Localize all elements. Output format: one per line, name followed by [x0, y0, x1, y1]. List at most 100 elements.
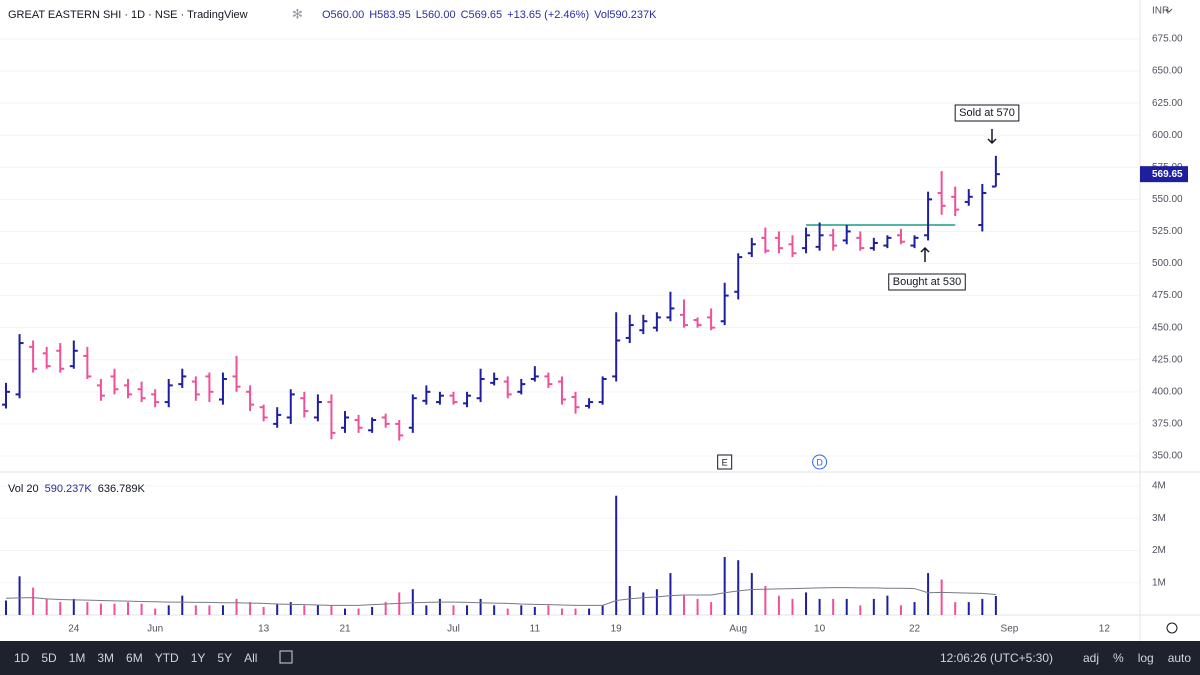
volume-bar	[208, 605, 211, 615]
ohlc-legend: +13.65 (+2.46%)	[507, 9, 589, 21]
volume-bar	[615, 495, 618, 615]
range-button[interactable]: All	[244, 651, 257, 665]
volume-bar	[316, 605, 319, 615]
y-tick-label: 600.00	[1152, 130, 1183, 141]
volume-bar	[601, 605, 604, 615]
x-tick-label: Aug	[729, 624, 747, 635]
volume-bar	[99, 603, 102, 615]
volume-bar	[452, 605, 455, 615]
volume-bar	[818, 598, 821, 615]
volume-legend: 636.789K	[98, 483, 146, 495]
volume-bar	[411, 589, 414, 615]
y-tick-label: 350.00	[1152, 451, 1183, 462]
date-range-icon[interactable]	[279, 650, 293, 664]
x-tick-label: 12	[1099, 624, 1111, 635]
x-tick-label: Jun	[147, 624, 163, 635]
volume-bar	[886, 595, 889, 615]
annotation-arrow	[920, 246, 930, 262]
x-tick-label: 11	[530, 624, 541, 635]
y-tick-label: 425.00	[1152, 354, 1183, 365]
range-button[interactable]: YTD	[155, 651, 179, 665]
volume-legend: Vol 20	[8, 483, 39, 495]
volume-bar	[872, 598, 875, 615]
volume-bar	[737, 560, 740, 615]
x-tick-label: 21	[339, 624, 351, 635]
ohlc-legend: Vol590.237K	[594, 9, 657, 21]
volume-bar	[127, 602, 130, 615]
volume-bar	[249, 602, 252, 615]
volume-bar	[642, 592, 645, 615]
volume-bar	[72, 598, 75, 615]
volume-bar	[628, 585, 631, 615]
y-tick-label: 450.00	[1152, 322, 1183, 333]
ohlc-legend: L560.00	[416, 9, 456, 21]
currency-caret	[1165, 8, 1173, 13]
volume-bar	[18, 576, 21, 615]
volume-bar	[154, 608, 157, 615]
volume-bar	[235, 598, 238, 615]
volume-bar	[669, 573, 672, 615]
y2-tick-label: 4M	[1152, 481, 1166, 492]
volume-bar	[750, 573, 753, 615]
volume-bar	[181, 595, 184, 615]
event-label[interactable]: E	[722, 457, 728, 467]
volume-bar	[859, 605, 862, 615]
settings-star: ✻	[292, 6, 303, 21]
volume-bar	[384, 602, 387, 615]
scale-option[interactable]: auto	[1168, 651, 1192, 665]
last-price-label: 569.65	[1152, 169, 1183, 180]
volume-bar	[86, 602, 89, 615]
volume-bar	[344, 608, 346, 615]
range-button[interactable]: 5D	[41, 651, 57, 665]
y-tick-label: 625.00	[1152, 98, 1183, 109]
scale-option[interactable]: adj	[1083, 651, 1099, 665]
volume-bar	[764, 585, 767, 615]
range-button[interactable]: 3M	[97, 651, 114, 665]
volume-bar	[533, 606, 536, 615]
settings-icon[interactable]	[1166, 622, 1178, 634]
volume-bar	[194, 605, 197, 615]
volume-bar	[289, 602, 292, 615]
volume-bar	[262, 606, 265, 615]
scale-option[interactable]: %	[1113, 651, 1124, 665]
x-tick-label: 19	[611, 624, 623, 635]
volume-bar	[832, 598, 835, 615]
volume-bar	[588, 608, 591, 615]
volume-bar	[438, 598, 441, 615]
volume-bar	[723, 556, 726, 615]
volume-ma-line	[5, 587, 996, 606]
volume-bar	[899, 605, 902, 615]
volume-bar	[967, 602, 970, 615]
clock: 12:06:26 (UTC+5:30)	[940, 651, 1053, 665]
y-tick-label: 675.00	[1152, 34, 1183, 45]
event-label[interactable]: D	[816, 457, 823, 467]
range-button[interactable]: 6M	[126, 651, 143, 665]
annotation-text: Bought at 530	[893, 276, 962, 288]
volume-bar	[113, 603, 116, 615]
scale-option[interactable]: log	[1138, 651, 1154, 665]
range-button[interactable]: 5Y	[217, 651, 232, 665]
event-box	[717, 454, 733, 470]
ohlc-legend: O560.00	[322, 9, 364, 21]
volume-legend: 590.237K	[45, 483, 93, 495]
volume-bar	[927, 573, 930, 615]
y-tick-label: 500.00	[1152, 258, 1183, 269]
volume-bar	[981, 598, 984, 615]
x-tick-label: Jul	[447, 624, 460, 635]
range-button[interactable]: 1D	[14, 651, 30, 665]
volume-bar	[330, 605, 333, 615]
y-tick-label: 400.00	[1152, 386, 1183, 397]
volume-bar	[493, 605, 496, 615]
y2-tick-label: 2M	[1152, 545, 1166, 556]
currency[interactable]: INR	[1152, 6, 1169, 17]
volume-bar	[140, 603, 143, 615]
volume-bar	[59, 602, 62, 615]
volume-bar	[560, 608, 563, 615]
range-button[interactable]: 1Y	[191, 651, 206, 665]
annotation-arrow	[987, 129, 997, 145]
range-button[interactable]: 1M	[69, 651, 86, 665]
volume-bar	[683, 595, 685, 615]
volume-bar	[357, 608, 360, 615]
volume-bar	[574, 608, 577, 615]
